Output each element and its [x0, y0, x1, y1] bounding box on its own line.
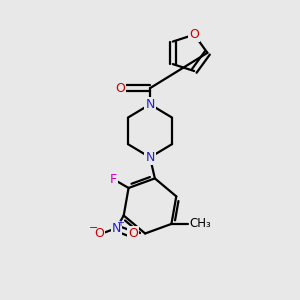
- Text: F: F: [110, 173, 117, 186]
- Text: O: O: [116, 82, 125, 95]
- Text: N: N: [145, 151, 155, 164]
- Text: O: O: [189, 28, 199, 41]
- Text: O: O: [94, 227, 104, 240]
- Text: −: −: [89, 223, 98, 233]
- Text: O: O: [128, 227, 138, 240]
- Text: CH₃: CH₃: [189, 218, 211, 230]
- Text: N: N: [112, 222, 121, 235]
- Text: N: N: [145, 98, 155, 111]
- Text: +: +: [116, 218, 124, 228]
